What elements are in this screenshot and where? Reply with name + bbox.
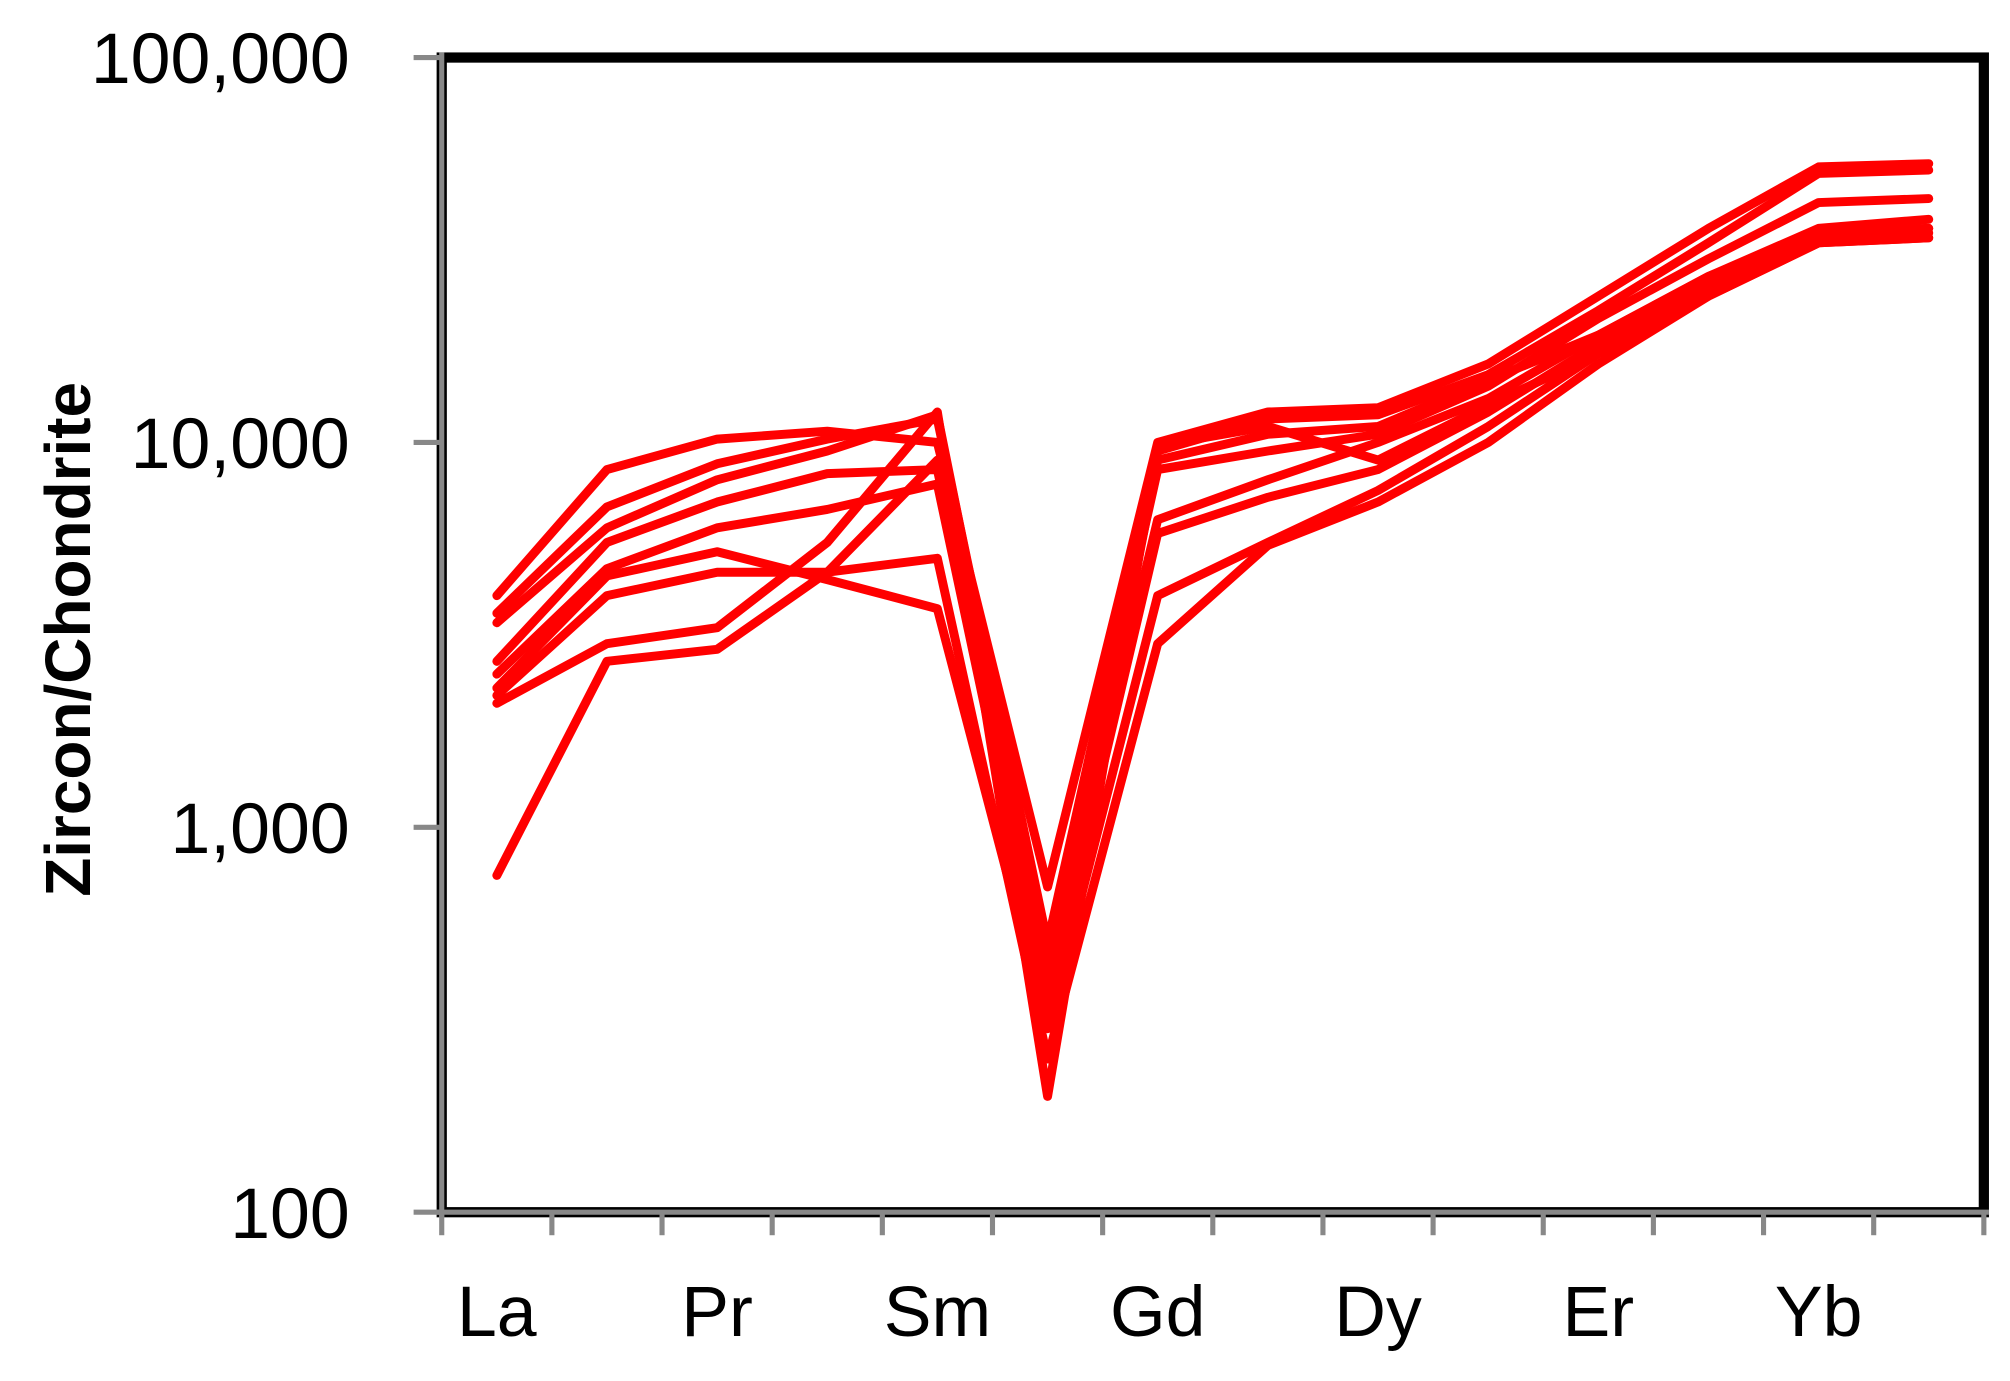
background (3, 0, 2007, 1381)
y-axis-label: Zircon/Chondrite (32, 382, 104, 897)
series-line (492, 223, 1934, 1034)
y-tick-label: 100 (230, 1174, 349, 1254)
x-tick-label: Yb (1775, 1272, 1863, 1352)
series-line (492, 223, 1934, 1008)
series-line (492, 228, 1934, 1034)
y-tick-label: 1,000 (170, 789, 349, 869)
y-tick-label: 10,000 (131, 404, 350, 484)
x-tick-label: La (457, 1272, 537, 1352)
x-tick-label: Sm (884, 1272, 991, 1352)
x-tick-label: Gd (1110, 1272, 1206, 1352)
series-line (492, 233, 1934, 1101)
x-tick-label: Dy (1334, 1272, 1422, 1352)
series-line (492, 194, 1934, 966)
series-line (492, 159, 1934, 892)
x-tick-label: Pr (681, 1272, 753, 1352)
y-tick-label: 100,000 (91, 19, 350, 99)
x-tick-label: Er (1563, 1272, 1635, 1352)
